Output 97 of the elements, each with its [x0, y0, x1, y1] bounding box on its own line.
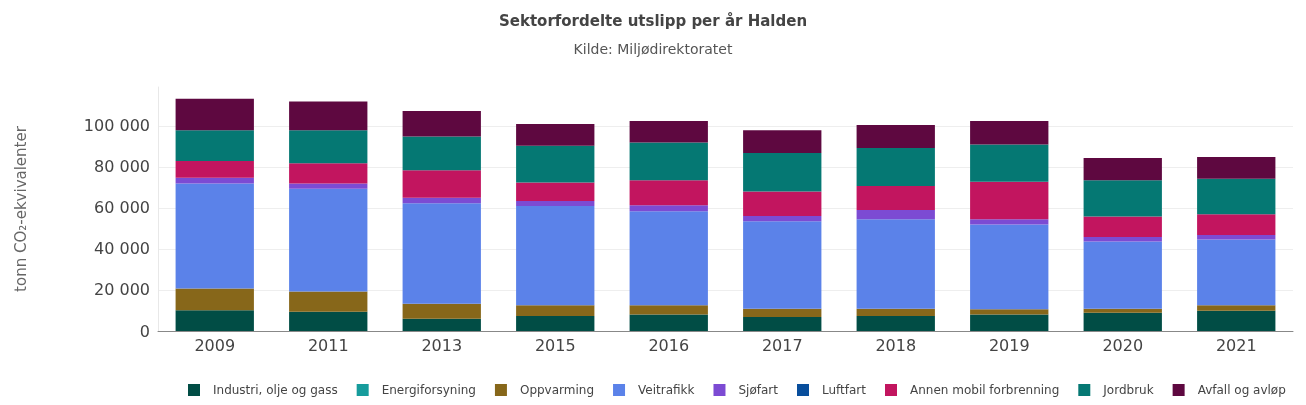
x-tick-label: 2011 [307, 335, 349, 355]
bar [516, 123, 595, 146]
bar [1083, 308, 1162, 313]
bar [970, 224, 1049, 310]
bar [970, 314, 1049, 331]
x-tick-label: 2009 [194, 335, 236, 355]
bar [856, 316, 935, 331]
x-tick-label: 2020 [1102, 335, 1144, 355]
x-tick-label: 2013 [421, 335, 463, 355]
bar [175, 288, 254, 311]
bar [175, 161, 254, 178]
bar [1197, 178, 1276, 215]
bar [402, 170, 481, 198]
bar [743, 215, 822, 222]
bar [856, 210, 935, 220]
bar [629, 180, 708, 206]
bar [1083, 157, 1162, 181]
bar [743, 191, 822, 216]
bar [402, 303, 481, 319]
bar [1197, 305, 1276, 311]
chart-subtitle: Kilde: Miljødirektoratet [573, 41, 733, 57]
y-tick-label: 80 000 [94, 157, 150, 177]
bar [856, 308, 935, 317]
x-tick-label: 2015 [534, 335, 576, 355]
chart-title: Sektorfordelte utslipp per år Halden [498, 11, 808, 30]
legend-label: Jordbruk [1102, 383, 1154, 397]
bar [629, 142, 708, 181]
y-tick-label: 40 000 [94, 239, 150, 259]
bar [1083, 216, 1162, 237]
bar [289, 130, 368, 164]
bar [743, 153, 822, 192]
bar [175, 130, 254, 162]
bar [402, 136, 481, 171]
bar [970, 181, 1049, 220]
bar [629, 205, 708, 212]
bar [402, 203, 481, 304]
bar [970, 219, 1049, 225]
bar [175, 310, 254, 331]
x-tick-label: 2019 [988, 335, 1030, 355]
y-tick-label: 0 [139, 321, 150, 341]
legend-label: Energiforsyning [381, 383, 476, 397]
y-tick-label: 20 000 [94, 280, 150, 300]
bar [402, 197, 481, 204]
bar [289, 163, 368, 184]
bar [289, 101, 368, 131]
bar [175, 98, 254, 131]
bar [1083, 312, 1162, 331]
bar [1197, 235, 1276, 240]
y-tick-label: 60 000 [94, 198, 150, 218]
bar [289, 183, 368, 189]
bar [856, 219, 935, 309]
bar [1083, 241, 1162, 309]
bar [970, 144, 1049, 182]
legend-label: Industri, olje og gass [213, 383, 338, 397]
bar [629, 314, 708, 331]
x-tick-label: 2018 [875, 335, 917, 355]
bar [516, 305, 595, 317]
bar [289, 188, 368, 292]
legend-label: Avfall og avløp [1197, 383, 1286, 397]
y-axis-title: tonn CO₂-ekvivalenter [11, 125, 30, 292]
legend-label: Veitrafikk [638, 383, 695, 397]
bar [1197, 310, 1276, 331]
x-tick-label: 2016 [648, 335, 690, 355]
bar [1197, 156, 1276, 179]
legend-label: Oppvarming [519, 383, 595, 397]
x-tick-label: 2021 [1215, 335, 1257, 355]
legend-label: Luftfart [821, 383, 867, 397]
bar [175, 177, 254, 184]
bar [289, 311, 368, 331]
bar [743, 221, 822, 309]
legend-label: Annen mobil forbrenning [910, 383, 1060, 397]
bar [629, 305, 708, 315]
bar [1197, 214, 1276, 236]
legend-label: Sjøfart [738, 383, 779, 397]
bar [629, 121, 708, 143]
bar [743, 308, 822, 318]
bar [856, 186, 935, 211]
bar [856, 124, 935, 148]
bar [402, 318, 481, 331]
bar [516, 145, 595, 183]
bar [516, 201, 595, 206]
bar [1083, 180, 1162, 217]
bar [1197, 239, 1276, 306]
bar [516, 205, 595, 306]
bar [970, 121, 1049, 145]
bar [743, 317, 822, 331]
bar [289, 291, 368, 312]
bar [743, 130, 822, 154]
bar [402, 110, 481, 137]
bar [516, 182, 595, 201]
bar [629, 211, 708, 306]
bar [516, 316, 595, 331]
bar [970, 309, 1049, 315]
bar [175, 183, 254, 289]
x-tick-label: 2017 [761, 335, 803, 355]
bar [856, 147, 935, 187]
y-tick-label: 100 000 [83, 116, 150, 136]
